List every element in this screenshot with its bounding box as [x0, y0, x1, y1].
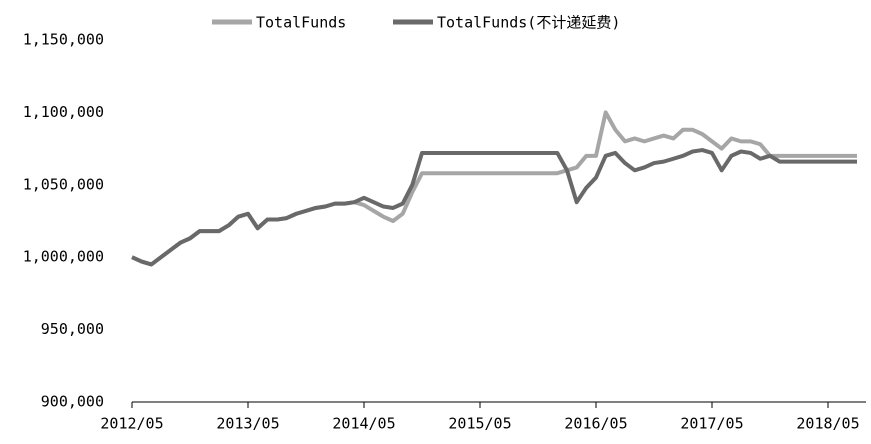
- y-tick-label: 1,100,000: [23, 103, 104, 121]
- x-tick-label: 2014/05: [332, 415, 395, 433]
- y-tick-label: 1,000,000: [23, 248, 104, 266]
- legend-label: TotalFunds(不计递延费): [437, 14, 620, 32]
- series-line: [131, 110, 857, 267]
- x-tick-label: 2016/05: [564, 415, 627, 433]
- x-tick-label: 2018/05: [796, 415, 859, 433]
- series-line: [131, 148, 857, 267]
- y-tick-label: 950,000: [41, 320, 104, 338]
- x-tick-label: 2017/05: [680, 415, 743, 433]
- y-tick-label: 1,050,000: [23, 175, 104, 193]
- x-tick-label: 2012/05: [100, 415, 163, 433]
- x-tick-label: 2015/05: [448, 415, 511, 433]
- x-tick-label: 2013/05: [216, 415, 279, 433]
- y-tick-label: 1,150,000: [23, 31, 104, 49]
- legend-label: TotalFunds: [256, 14, 346, 32]
- y-tick-label: 900,000: [41, 393, 104, 411]
